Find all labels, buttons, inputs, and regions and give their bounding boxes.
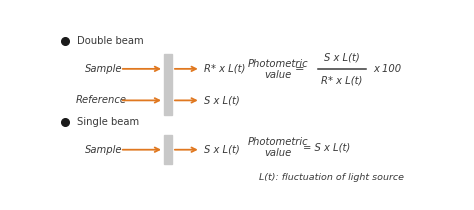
Text: R* x L(t): R* x L(t): [321, 76, 363, 86]
Text: value: value: [264, 148, 292, 158]
Text: S x L(t): S x L(t): [204, 145, 240, 155]
Text: L(t): fluctuation of light source: L(t): fluctuation of light source: [259, 173, 404, 182]
Text: = S x L(t): = S x L(t): [303, 143, 350, 153]
Text: x 100: x 100: [374, 64, 401, 74]
Text: S x L(t): S x L(t): [324, 52, 360, 63]
Text: =: =: [295, 64, 305, 74]
Text: Sample: Sample: [84, 145, 122, 155]
Text: Single beam: Single beam: [77, 117, 139, 127]
Text: Sample: Sample: [84, 64, 122, 74]
Text: Photometric: Photometric: [247, 59, 308, 69]
Text: Reference: Reference: [76, 95, 127, 105]
Bar: [164, 135, 172, 164]
Text: Double beam: Double beam: [77, 36, 144, 46]
Text: Photometric: Photometric: [247, 137, 308, 147]
Text: R* x L(t): R* x L(t): [204, 64, 246, 74]
Text: S x L(t): S x L(t): [204, 95, 240, 105]
Text: value: value: [264, 70, 292, 80]
Bar: [164, 54, 172, 115]
